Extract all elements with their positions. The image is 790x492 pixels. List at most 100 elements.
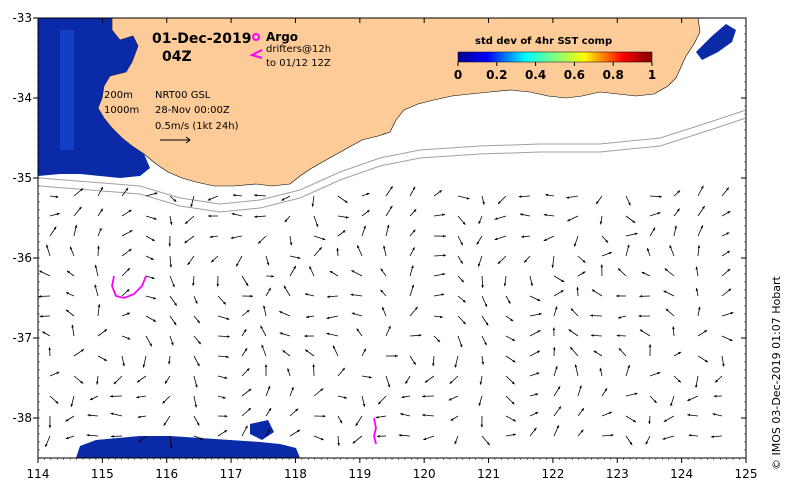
current-vector-head: [494, 217, 498, 220]
current-vector-head: [727, 268, 731, 272]
current-vector-head: [258, 240, 261, 244]
current-vector-head: [390, 186, 393, 190]
current-vector-head: [363, 225, 366, 229]
current-vector-head: [605, 239, 609, 243]
current-vector-head: [336, 247, 339, 251]
current-vector-head: [226, 355, 229, 359]
current-vector-head: [580, 429, 584, 433]
current-vector-head: [377, 434, 380, 438]
x-tick-label: 117: [220, 467, 243, 481]
current-vector-head: [320, 388, 324, 392]
current-vector-head: [674, 225, 677, 229]
current-vector-head: [261, 344, 264, 348]
current-vector-head: [415, 306, 418, 310]
current-vector-head: [715, 379, 718, 383]
current-vector-head: [487, 442, 490, 446]
contour-200m: [39, 109, 747, 205]
sst-patch-small: [250, 420, 274, 440]
current-vector-head: [437, 339, 441, 343]
current-vector-head: [195, 300, 198, 304]
current-vector-head: [70, 403, 74, 407]
current-vector-head: [194, 404, 198, 408]
current-vector-head: [266, 262, 270, 266]
current-vector-head: [268, 408, 272, 412]
current-vector-head: [232, 194, 236, 197]
current-vector-head: [305, 315, 309, 319]
drifter-track-2: [123, 275, 147, 299]
current-vector-head: [657, 372, 661, 375]
current-vector-head: [454, 364, 458, 368]
current-vector-head: [375, 415, 379, 419]
current-vector-head: [197, 363, 200, 367]
current-vector-head: [477, 263, 481, 267]
current-vector-head: [448, 397, 452, 401]
current-vector-head: [632, 220, 636, 223]
current-vector-head: [71, 324, 74, 328]
colorbar-tick-label: 0: [454, 68, 462, 82]
current-vector-head: [78, 206, 82, 210]
current-vector-head: [545, 193, 549, 197]
current-vector-head: [138, 439, 142, 442]
current-vector-head: [69, 246, 73, 250]
current-vector-head: [424, 379, 428, 383]
current-vector-head: [695, 384, 698, 388]
current-vector-head: [412, 186, 416, 190]
x-tick-label: 115: [91, 467, 114, 481]
drifter-icon: [249, 49, 263, 59]
current-vector-head: [169, 221, 173, 225]
current-vector-head: [441, 293, 445, 296]
current-vector-head: [561, 279, 565, 283]
current-vector-head: [87, 414, 91, 417]
current-vector-head: [110, 435, 114, 438]
current-vector-head: [74, 224, 78, 228]
x-axis: 114 115 116 117 118 119 120 121 122 123 124 125: [27, 18, 757, 481]
current-vector-head: [579, 385, 582, 389]
current-vector-head: [627, 364, 630, 368]
current-vector-head: [96, 381, 99, 385]
current-vector-head: [190, 204, 193, 208]
current-vector-head: [357, 245, 360, 249]
current-vector-head: [55, 400, 59, 404]
current-vector-head: [380, 289, 384, 293]
current-vector-head: [337, 443, 340, 446]
colorbar: [457, 51, 653, 63]
current-vector-head: [351, 270, 355, 273]
current-vector-head: [537, 298, 541, 301]
current-vector-head: [646, 248, 650, 252]
current-vector-head: [422, 394, 425, 398]
current-vector-head: [535, 393, 539, 396]
current-vector-head: [254, 193, 257, 197]
current-vector-head: [222, 396, 226, 399]
current-vector-head: [97, 245, 100, 249]
current-vector-head: [581, 408, 584, 412]
current-vector-head: [208, 214, 211, 218]
current-vector-head: [633, 419, 636, 423]
current-vector-head: [652, 227, 656, 231]
current-vector-head: [260, 325, 263, 329]
current-vector-head: [653, 400, 657, 404]
current-vector-head: [315, 224, 319, 227]
current-vector-head: [657, 212, 661, 215]
contour-200-label: 200m: [104, 90, 133, 101]
current-vector-head: [484, 303, 488, 307]
x-tick-label: 118: [284, 467, 307, 481]
current-vector-head: [543, 238, 547, 241]
current-vectors: [38, 185, 734, 448]
current-vector-head: [535, 412, 539, 415]
y-tick-label: -33: [12, 11, 32, 25]
current-vector-head: [281, 198, 285, 201]
current-vector-head: [462, 321, 466, 325]
x-tick-label: 123: [606, 467, 629, 481]
time-label: 04Z: [162, 49, 192, 65]
current-vector-head: [86, 433, 90, 437]
current-vector-head: [151, 276, 155, 280]
current-vector-head: [137, 415, 141, 419]
current-vector-head: [100, 208, 103, 212]
current-vector-head: [728, 288, 732, 292]
current-vector-head: [449, 380, 453, 384]
current-vector-head: [136, 395, 140, 399]
current-vector-head: [639, 294, 643, 298]
current-vector-head: [557, 386, 561, 390]
current-vector-head: [174, 302, 177, 306]
current-vector-head: [511, 401, 515, 405]
